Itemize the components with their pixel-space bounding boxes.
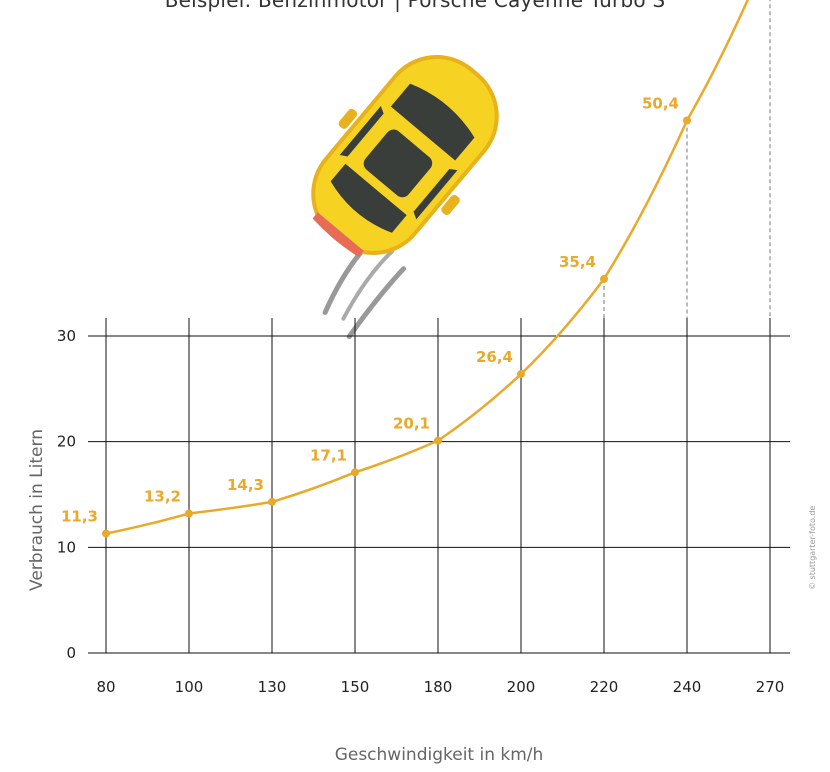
data-label: 50,4 <box>642 94 679 112</box>
x-tick-label: 100 <box>175 678 204 696</box>
data-point <box>268 497 276 506</box>
x-tick-label: 80 <box>96 678 115 696</box>
data-label: 17,1 <box>310 446 347 464</box>
y-tick-label: 0 <box>66 644 76 662</box>
data-point <box>351 468 359 477</box>
x-tick-label: 220 <box>590 678 619 696</box>
y-axis-title: Verbrauch in Litern <box>27 429 47 591</box>
data-label: 14,3 <box>227 476 264 494</box>
x-tick-label: 200 <box>507 678 536 696</box>
x-tick-label: 180 <box>424 678 453 696</box>
axis-titles: Geschwindigkeit in km/h Verbrauch in Lit… <box>27 429 543 765</box>
y-tick-label: 10 <box>57 538 76 556</box>
data-point <box>600 274 608 283</box>
car-top-view-icon <box>311 55 499 340</box>
fuel-consumption-series: 11,313,214,317,120,126,435,450,466,7 <box>61 0 750 538</box>
data-point <box>683 116 691 125</box>
data-point <box>517 370 525 379</box>
y-tick-label: 20 <box>57 433 76 451</box>
data-label: 20,1 <box>393 415 430 433</box>
data-label: 11,3 <box>61 508 98 526</box>
data-label: 26,4 <box>476 348 513 366</box>
series-line <box>105 0 750 535</box>
y-tick-label: 30 <box>57 327 76 345</box>
chart-title: Beispiel: Benzinmotor | Porsche Cayenne … <box>164 0 666 12</box>
x-tick-label: 240 <box>673 678 702 696</box>
data-label: 35,4 <box>559 253 596 271</box>
data-label: 13,2 <box>144 488 181 506</box>
data-point <box>434 436 442 445</box>
x-tick-label: 270 <box>756 678 785 696</box>
x-axis-title: Geschwindigkeit in km/h <box>335 745 544 765</box>
x-tick-label: 150 <box>341 678 370 696</box>
x-tick-label: 130 <box>258 678 287 696</box>
data-point <box>185 509 193 518</box>
data-point <box>102 529 110 538</box>
chart-grid: 0 10 20 30 80 100 130 150 180 200 220 240 270 <box>57 0 790 696</box>
